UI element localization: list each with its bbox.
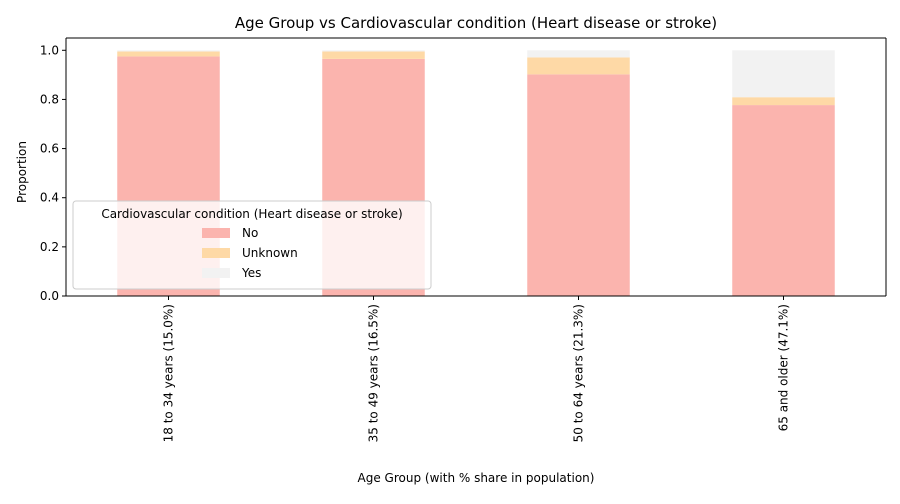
bar-segment-yes-2: [527, 50, 630, 58]
legend-label-no: No: [242, 226, 258, 240]
bar-segment-no-2: [527, 74, 630, 297]
y-tick-label: 0.0: [40, 289, 59, 303]
x-tick-label: 35 to 49 years (16.5%): [367, 304, 381, 442]
x-tick-label: 18 to 34 years (15.0%): [162, 304, 176, 442]
legend-swatch-unknown: [202, 248, 230, 258]
y-tick-label: 0.6: [40, 142, 59, 156]
legend: Cardiovascular condition (Heart disease …: [72, 200, 432, 290]
bar-segment-unknown-1: [322, 51, 425, 59]
legend-label-yes: Yes: [241, 266, 261, 280]
legend-title: Cardiovascular condition (Heart disease …: [101, 207, 402, 221]
y-tick-label: 1.0: [40, 43, 59, 57]
x-axis-label: Age Group (with % share in population): [358, 471, 595, 485]
y-tick-label: 0.2: [40, 240, 59, 254]
x-tick-label: 65 and older (47.1%): [777, 304, 791, 431]
legend-swatch-yes: [202, 268, 230, 278]
chart-title: Age Group vs Cardiovascular condition (H…: [235, 14, 717, 32]
y-axis-label: Proportion: [15, 141, 29, 203]
y-tick-label: 0.8: [40, 92, 59, 106]
x-tick-label: 50 to 64 years (21.3%): [572, 304, 586, 442]
bar-segment-unknown-0: [117, 51, 220, 57]
axes-layer: 0.0 0.2 0.4 0.6 0.8 1.0 18 to 34 years (15.0%)…: [40, 37, 887, 442]
legend-label-unknown: Unknown: [242, 246, 298, 260]
bar-segment-unknown-3: [732, 97, 835, 106]
bar-segment-yes-1: [322, 50, 425, 52]
legend-box: [72, 200, 432, 290]
y-tick-label: 0.4: [40, 191, 59, 205]
bar-segment-no-3: [732, 105, 835, 296]
bar-segment-yes-3: [732, 50, 835, 98]
bar-segment-unknown-2: [527, 57, 630, 75]
bar-segment-yes-0: [117, 50, 220, 52]
legend-swatch-no: [202, 228, 230, 238]
